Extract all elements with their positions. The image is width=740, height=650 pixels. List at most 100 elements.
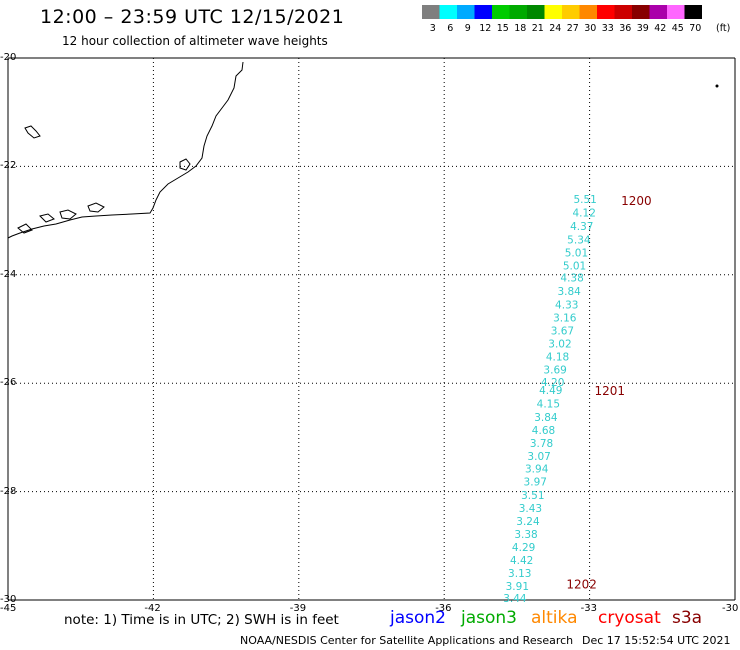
swh-value: 3.97 — [524, 476, 547, 488]
legend-swatch — [439, 5, 457, 19]
color-legend: 3 6 9 12 15 18 21 24 27 30 33 36 39 42 45 70 (ft) — [422, 5, 730, 34]
swh-value: 3.16 — [553, 313, 577, 325]
coastline — [7, 61, 719, 239]
swh-value: 4.29 — [512, 542, 535, 554]
swh-value: 4.12 — [573, 207, 596, 219]
swh-value: 4.49 — [539, 385, 562, 397]
swh-value: 3.94 — [525, 463, 549, 475]
legend-label: 3 — [430, 23, 436, 34]
lon-tick-label: -42 — [144, 603, 161, 614]
legend-label: 45 — [672, 23, 684, 34]
lat-tick-label: -26 — [0, 377, 17, 389]
swh-value: 4.15 — [537, 398, 560, 410]
lon-tick-label: -45 — [0, 603, 17, 614]
swh-value: 3.02 — [548, 339, 571, 351]
swh-value: 3.84 — [557, 286, 581, 298]
swh-value: 4.20 — [541, 377, 564, 389]
lat-tick-label: -22 — [0, 160, 17, 172]
legend-unit: (ft) — [716, 23, 730, 34]
legend-label: 6 — [447, 23, 453, 34]
legend-swatch — [649, 5, 667, 19]
credit-text: NOAA/NESDIS Center for Satellite Applica… — [240, 634, 574, 647]
legend-label: 21 — [532, 23, 544, 34]
swh-value: 3.67 — [551, 326, 574, 338]
lat-tick-label: -28 — [0, 485, 17, 497]
swh-value: 4.37 — [570, 221, 593, 233]
swh-value: 3.38 — [514, 529, 537, 541]
legend-label: 27 — [567, 23, 579, 34]
legend-label: 18 — [514, 23, 526, 34]
swh-value: 3.69 — [543, 365, 566, 377]
lon-tick-label: -36 — [435, 603, 452, 614]
swh-value: 5.01 — [565, 248, 588, 260]
swh-value: 5.01 — [563, 261, 586, 273]
legend-swatch — [667, 5, 685, 19]
legend-swatch — [509, 5, 527, 19]
swh-value: 4.42 — [510, 555, 533, 567]
swh-value: 4.18 — [546, 352, 569, 364]
swh-value: 3.51 — [521, 490, 544, 502]
legend-label: 9 — [465, 23, 471, 34]
generated-timestamp: Dec 17 15:52:54 UTC 2021 — [582, 634, 731, 647]
legend-swatch — [492, 5, 510, 19]
satellite-jason2: jason2 — [390, 608, 446, 628]
island-shape — [179, 158, 191, 171]
time-label: 1201 — [594, 384, 625, 398]
legend-swatch — [632, 5, 650, 19]
satellite-cryosat: cryosat — [598, 608, 661, 628]
map-grid — [7, 57, 736, 601]
satellite-altika: altika — [531, 608, 578, 628]
swh-value: 3.13 — [508, 568, 531, 580]
legend-swatch — [474, 5, 492, 19]
legend-label: 39 — [637, 23, 649, 34]
legend-swatch — [614, 5, 632, 19]
coastline-path — [7, 61, 244, 239]
legend-label: 15 — [497, 23, 509, 34]
swh-value: 4.38 — [560, 273, 583, 285]
time-labels: 1200 1201 1202 — [566, 194, 651, 592]
legend-label: 42 — [654, 23, 666, 34]
island-dot — [715, 84, 719, 88]
swh-value: 3.91 — [506, 581, 529, 593]
legend-label: 24 — [549, 23, 561, 34]
satellite-s3a: s3a — [672, 608, 703, 628]
swh-value: 3.78 — [530, 438, 553, 450]
legend-swatch — [684, 5, 702, 19]
footnote: note: 1) Time is in UTC; 2) SWH is in fe… — [64, 612, 339, 628]
island-shape — [24, 125, 41, 139]
legend-label: 36 — [619, 23, 631, 34]
time-label: 1200 — [621, 194, 652, 208]
lat-tick-label: -24 — [0, 268, 17, 280]
lon-tick-label: -30 — [722, 603, 739, 614]
legend-label: 70 — [689, 23, 701, 34]
swh-value: 5.34 — [567, 235, 591, 247]
legend-swatch — [544, 5, 562, 19]
legend-label: 33 — [602, 23, 614, 34]
satellite-jason3: jason3 — [461, 608, 517, 628]
legend-swatch — [562, 5, 580, 19]
swh-value: 4.68 — [532, 425, 555, 437]
lon-tick-label: -39 — [289, 603, 307, 614]
swh-value: 3.84 — [534, 412, 558, 424]
page-title: 12:00 – 23:59 UTC 12/15/2021 — [40, 6, 345, 28]
lat-tick-label: -30 — [0, 594, 17, 605]
altimeter-track: 5.514.124.375.345.015.014.383.844.333.16… — [503, 194, 597, 605]
swh-value: 3.44 — [503, 593, 527, 605]
swh-value: 5.51 — [573, 194, 596, 206]
swh-value: 4.33 — [555, 300, 578, 312]
legend-label: 30 — [584, 23, 596, 34]
bay-shape — [17, 202, 105, 234]
time-label: 1202 — [566, 578, 597, 592]
legend-label: 12 — [479, 23, 491, 34]
swh-value: 3.07 — [527, 451, 550, 463]
lon-tick-label: -33 — [580, 603, 597, 614]
swh-value: 3.24 — [516, 516, 540, 528]
legend-swatch — [457, 5, 475, 19]
page-subtitle: 12 hour collection of altimeter wave hei… — [62, 34, 328, 48]
legend-swatch — [597, 5, 615, 19]
swh-value: 3.43 — [519, 503, 542, 515]
legend-swatch — [579, 5, 597, 19]
lat-tick-label: -20 — [0, 52, 17, 63]
legend-swatch — [527, 5, 545, 19]
